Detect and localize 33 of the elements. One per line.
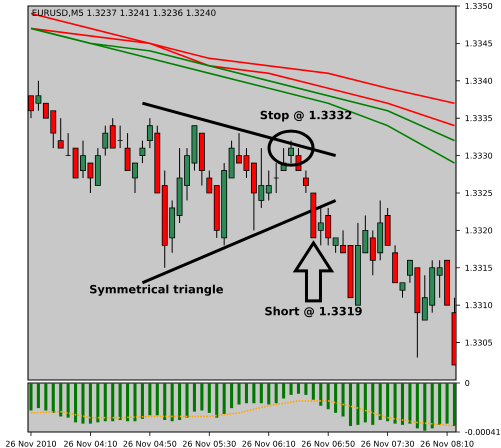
- y-tick-label: 1.3305: [466, 340, 492, 346]
- y-tick-label: 1.3325: [466, 190, 492, 196]
- candlestick: [266, 170, 272, 201]
- y-tick-label: 1.3320: [466, 227, 492, 234]
- x-tick-label: 26 Nov 05:30: [182, 440, 236, 447]
- x-tick-label: 26 Nov 04:10: [64, 440, 117, 447]
- candlestick: [102, 125, 108, 156]
- y-tick-label: 1.3335: [466, 115, 492, 122]
- y-tick-label: -0.00041: [465, 428, 500, 435]
- x-tick-label: 26 Nov 04:50: [123, 440, 176, 447]
- x-tick-label: 26 Nov 06:50: [302, 440, 355, 447]
- y-tick-label: 1.3330: [466, 152, 492, 159]
- annotation: Symmetrical triangle: [90, 284, 223, 296]
- candlestick: [110, 118, 116, 149]
- y-tick-label: 1.3350: [466, 2, 492, 10]
- candlestick: [117, 125, 124, 149]
- candlestick: [65, 132, 72, 156]
- x-tick-label: 26 Nov 2010: [6, 440, 56, 447]
- annotation: Stop @ 1.3332: [260, 110, 352, 122]
- y-tick-label: 0: [465, 380, 470, 386]
- y-tick-label: 1.3340: [466, 78, 492, 84]
- x-tick-label: 26 Nov 08:10: [420, 440, 474, 447]
- annotation: Short @ 1.3319: [265, 306, 362, 318]
- y-tick-label: 1.3345: [466, 40, 492, 46]
- x-tick-label: 26 Nov 07:30: [361, 440, 414, 447]
- candlestick: [140, 140, 146, 164]
- y-tick-label: 1.3310: [466, 302, 492, 308]
- candlestick: [58, 118, 64, 149]
- chart-title: EURUSD,M5 1.3237 1.3241 1.3236 1.3240: [32, 9, 216, 17]
- x-tick-label: 26 Nov 06:10: [242, 440, 296, 447]
- candlestick: [206, 170, 212, 194]
- candlestick: [302, 170, 309, 194]
- y-tick-label: 1.3315: [466, 264, 492, 271]
